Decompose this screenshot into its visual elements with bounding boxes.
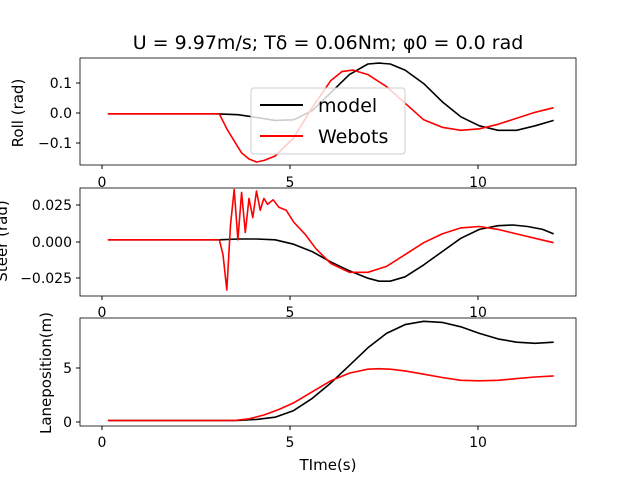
y-ticks-roll: 0.1 0.0 −0.1: [38, 76, 80, 152]
x-tick-label-steer-10: 10: [469, 305, 487, 321]
series-line-lane-webots: [107, 367, 554, 422]
x-ticks-lane: 0 5 10: [98, 426, 487, 451]
series-line-steer-webots: [107, 188, 554, 291]
y-tick-label-steer-neg0.025: −0.025: [20, 271, 72, 287]
y-tick-label-roll-neg0.1: −0.1: [38, 136, 72, 152]
series-lines-lane: [107, 320, 554, 422]
x-tick-label-lane-10: 10: [469, 435, 487, 451]
plot-area-lane: [79, 317, 577, 427]
y-tick-label-roll-0.0: 0.0: [50, 106, 72, 122]
panel-lane: Laneposition(m) 5 0 0 5 10 TIme(s): [37, 312, 577, 474]
y-tick-label-lane-0: 0: [63, 415, 72, 431]
y-ticks-steer: 0.025 0.000 −0.025: [20, 198, 80, 287]
x-tick-label-lane-0: 0: [98, 435, 107, 451]
plot-area-roll: [79, 57, 577, 166]
y-tick-label-lane-5: 5: [63, 361, 72, 377]
y-tick-label-roll-0.1: 0.1: [50, 76, 72, 92]
x-tick-label-roll-0: 0: [98, 175, 107, 191]
x-tick-label-roll-5: 5: [286, 175, 295, 191]
x-axis-label: TIme(s): [299, 456, 357, 474]
y-axis-label-steer: Steer (rad): [0, 200, 11, 281]
series-line-steer-model: [107, 224, 555, 283]
chart-title: U = 9.97m/s; Tδ = 0.06Nm; φ0 = 0.0 rad: [133, 32, 524, 54]
x-tick-label-lane-5: 5: [286, 435, 295, 451]
x-ticks-roll: 0 5 10: [98, 165, 487, 191]
x-tick-label-roll-10: 10: [469, 175, 487, 191]
y-tick-label-steer-0.025: 0.025: [32, 198, 72, 214]
plot-area-steer: [79, 187, 577, 297]
x-ticks-steer: 0 5 10: [98, 296, 487, 321]
x-tick-label-steer-5: 5: [286, 305, 295, 321]
legend-label-webots: Webots: [318, 126, 388, 148]
y-ticks-lane: 5 0: [63, 361, 80, 431]
y-axis-label-lane: Laneposition(m): [37, 312, 55, 434]
y-tick-label-steer-0.000: 0.000: [32, 235, 72, 251]
y-axis-label-roll: Roll (rad): [9, 79, 27, 148]
series-line-roll-webots: [107, 69, 554, 163]
legend-label-model: model: [318, 95, 377, 117]
x-tick-label-steer-0: 0: [98, 305, 107, 321]
series-lines-steer: [107, 188, 555, 291]
series-line-lane-model: [107, 320, 554, 422]
legend: model Webots: [250, 87, 406, 155]
panel-steer: Steer (rad) 0.025 0.000 −0.025 0 5 10: [0, 187, 577, 321]
